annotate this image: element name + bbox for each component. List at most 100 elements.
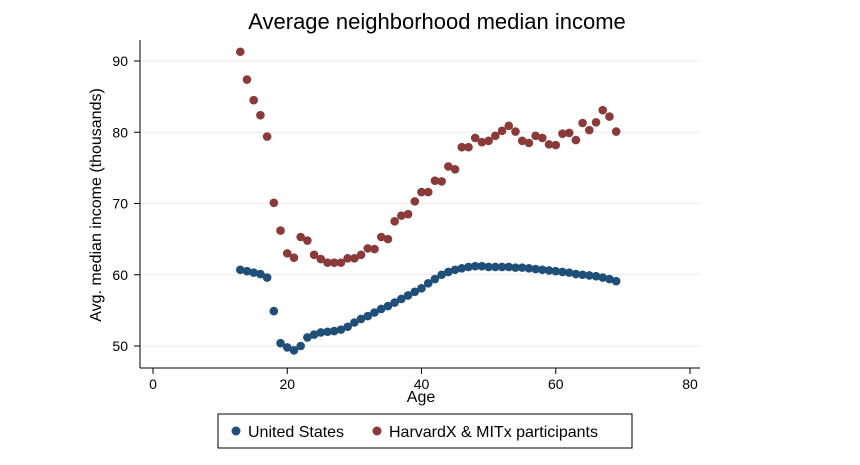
data-point-harvardx-mitx	[249, 95, 258, 105]
data-point-united-states	[504, 262, 514, 272]
data-point-united-states	[585, 271, 594, 280]
data-point-united-states	[484, 262, 493, 272]
data-point-harvardx-mitx	[303, 236, 312, 245]
data-point-united-states	[282, 343, 292, 352]
data-point-harvardx-mitx	[511, 127, 520, 136]
data-point-harvardx-mitx	[282, 249, 292, 258]
data-point-united-states	[591, 271, 601, 281]
data-point-united-states	[376, 304, 386, 314]
y-tick-label: 60	[112, 267, 128, 283]
x-tick-label: 20	[279, 376, 295, 392]
y-axis-label: Avg. median income (thousands)	[88, 88, 105, 322]
data-point-harvardx-mitx	[538, 133, 547, 143]
data-point-harvardx-mitx	[611, 127, 621, 136]
x-tick-label: 40	[414, 376, 430, 392]
data-point-united-states	[531, 264, 540, 274]
data-point-united-states	[464, 262, 473, 272]
data-point-harvardx-mitx	[410, 197, 420, 206]
data-point-harvardx-mitx	[517, 136, 527, 146]
data-point-united-states	[296, 341, 305, 351]
data-point-united-states	[329, 326, 339, 336]
data-point-united-states	[477, 261, 487, 271]
data-point-harvardx-mitx	[457, 142, 467, 152]
data-point-harvardx-mitx	[269, 198, 279, 208]
data-point-harvardx-mitx	[437, 177, 446, 186]
data-point-harvardx-mitx	[491, 131, 500, 141]
data-point-harvardx-mitx	[397, 211, 406, 220]
data-point-harvardx-mitx	[329, 258, 339, 267]
data-point-harvardx-mitx	[336, 258, 346, 267]
y-tick-label: 70	[112, 196, 128, 212]
data-point-harvardx-mitx	[296, 232, 305, 242]
data-point-united-states	[524, 264, 534, 273]
data-point-united-states	[511, 263, 520, 272]
data-point-harvardx-mitx	[504, 121, 514, 131]
data-point-united-states	[497, 262, 507, 272]
data-point-harvardx-mitx	[551, 140, 561, 150]
gridlines	[140, 60, 700, 347]
data-point-harvardx-mitx	[343, 254, 352, 263]
data-point-harvardx-mitx	[598, 105, 608, 115]
data-point-united-states	[350, 318, 359, 327]
data-point-harvardx-mitx	[403, 209, 413, 219]
data-point-united-states	[309, 330, 319, 339]
data-point-harvardx-mitx	[309, 250, 319, 260]
data-point-united-states	[491, 262, 500, 272]
data-point-united-states	[457, 264, 467, 273]
data-point-united-states	[564, 268, 574, 277]
data-point-united-states	[598, 273, 608, 282]
data-point-harvardx-mitx	[423, 187, 433, 197]
data-point-united-states	[578, 270, 587, 280]
data-point-harvardx-mitx	[578, 118, 587, 128]
data-point-harvardx-mitx	[564, 128, 574, 138]
data-point-harvardx-mitx	[363, 244, 373, 253]
legend-marker-harvardx-mitx	[372, 426, 382, 436]
data-point-united-states	[256, 269, 265, 279]
data-point-harvardx-mitx	[430, 176, 440, 185]
data-point-united-states	[437, 270, 446, 280]
data-point-united-states	[571, 269, 581, 279]
data-point-united-states	[517, 263, 527, 272]
data-point-harvardx-mitx	[571, 135, 581, 145]
data-point-harvardx-mitx	[450, 165, 460, 174]
data-point-united-states	[423, 279, 433, 288]
data-point-united-states	[289, 345, 299, 355]
data-point-harvardx-mitx	[444, 162, 453, 171]
data-point-united-states	[558, 267, 567, 277]
data-point-harvardx-mitx	[470, 133, 480, 143]
data-point-united-states	[343, 322, 352, 332]
data-point-united-states	[269, 306, 279, 316]
data-point-united-states	[390, 298, 399, 307]
chart-title: Average neighborhood median income	[248, 9, 626, 34]
data-point-united-states	[383, 301, 393, 311]
x-tick-label: 80	[682, 376, 698, 392]
data-point-united-states	[444, 267, 453, 277]
legend-marker-united-states	[231, 426, 241, 436]
data-point-united-states	[262, 273, 272, 282]
data-point-harvardx-mitx	[256, 110, 265, 120]
data-point-harvardx-mitx	[464, 142, 473, 152]
data-point-united-states	[450, 265, 460, 275]
axis-ticks: 50 60 70 80 90 0 20 40 60 80	[112, 53, 698, 392]
data-point-united-states	[551, 266, 561, 276]
data-point-harvardx-mitx	[235, 47, 245, 57]
data-point-harvardx-mitx	[390, 217, 399, 226]
data-point-united-states	[276, 338, 285, 348]
x-tick-label: 60	[548, 376, 564, 392]
data-point-united-states	[403, 291, 413, 300]
data-point-united-states	[544, 266, 554, 275]
data-point-united-states	[323, 327, 332, 337]
data-point-united-states	[356, 314, 366, 324]
data-point-harvardx-mitx	[376, 232, 386, 242]
data-point-harvardx-mitx	[497, 126, 507, 136]
y-tick-label: 80	[112, 124, 128, 140]
data-point-harvardx-mitx	[242, 75, 252, 84]
data-points	[235, 47, 621, 355]
data-point-united-states	[611, 276, 621, 286]
data-point-united-states	[430, 274, 440, 284]
data-point-united-states	[249, 268, 258, 277]
data-point-united-states	[235, 265, 245, 275]
data-point-harvardx-mitx	[323, 258, 332, 267]
x-axis-label: Age	[407, 389, 436, 406]
